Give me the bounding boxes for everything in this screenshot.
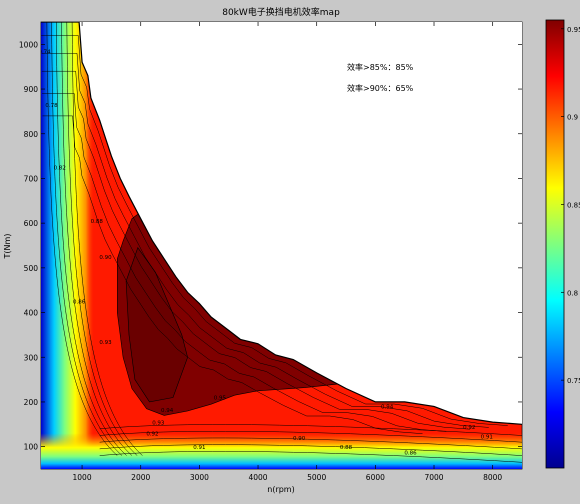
contour-label: 0.91: [481, 435, 493, 441]
contour-label: 0.86: [73, 300, 86, 306]
y-axis-label: T(Nm): [3, 234, 12, 260]
contour-label: 0.78: [45, 103, 58, 109]
annotation-90: 效率>90%：65%: [347, 83, 414, 93]
contour-line-left-2: [56, 22, 127, 456]
max-torque-curve: [41, 22, 522, 425]
contour-line-0: [41, 35, 508, 426]
low-speed-efficiency-band: [41, 22, 94, 469]
contour-line-3: [42, 93, 447, 432]
contour-line-low-1: [99, 444, 522, 456]
contour-lines: [41, 22, 522, 463]
x-axis-label: n(rpm): [267, 485, 294, 494]
contour-line-low-2: [99, 437, 522, 450]
contour-line-1: [41, 53, 489, 428]
y-tick-label: 1000: [19, 40, 38, 49]
colorbar-tick-label: 0.95: [567, 26, 580, 34]
y-tick-label: 800: [24, 130, 39, 139]
y-tick-label: 200: [24, 398, 39, 407]
contour-label: 0.86: [404, 451, 417, 457]
contour-line-left-4: [66, 22, 138, 456]
contour-label: 0.74: [38, 49, 51, 55]
contour-label: 0.95: [214, 396, 227, 402]
x-tick-label: 6000: [366, 473, 385, 482]
contour-label: 0.92: [463, 425, 475, 431]
contour-label: 0.91: [193, 445, 205, 451]
contour-line-low-4: [99, 424, 522, 436]
contour-label: 0.90: [99, 255, 112, 261]
colorbar: [545, 19, 565, 469]
annotation-85: 效率>85%：85%: [347, 62, 414, 72]
contour-line-left-5: [71, 22, 143, 456]
contour-label: 0.94: [381, 405, 394, 411]
colorbar-tick-label: 0.8: [567, 289, 578, 297]
contour-label: 0.90: [293, 436, 306, 442]
outside-operating-region: [41, 22, 522, 425]
colorbar-tick-label: 0.9: [567, 114, 578, 122]
x-tick-label: 8000: [483, 473, 502, 482]
contour-label: 0.82: [54, 166, 66, 172]
y-tick-label: 500: [24, 264, 39, 273]
contour-label: 0.94: [161, 408, 174, 414]
y-tick-label: 400: [24, 309, 39, 318]
efficiency-heatmap: 0.95 0.94 0.93 0.92 0.91 0.90 0.88 0.86 0.94 0.92…: [38, 22, 522, 469]
x-tick-label: 3000: [190, 473, 209, 482]
colorbar-ticks: 0.75 0.8 0.85 0.9 0.95: [561, 26, 580, 385]
y-tick-label: 300: [24, 353, 39, 362]
x-tick-label: 7000: [424, 473, 443, 482]
x-tick-label: 4000: [248, 473, 267, 482]
y-tick-label: 100: [24, 443, 39, 452]
contour-line-left-0: [46, 22, 118, 456]
contour-label: 0.93: [152, 420, 165, 426]
contour-label: 0.92: [146, 431, 158, 437]
contour-label: 0.88: [91, 219, 104, 225]
colorbar-tick-label: 0.75: [567, 377, 580, 385]
contour-line-low-0: [99, 451, 522, 463]
chart-title: 80kW电子换挡电机效率map: [222, 6, 340, 18]
colorbar-tick-label: 0.85: [567, 201, 580, 209]
contour-label: 0.88: [340, 445, 353, 451]
x-tick-label: 1000: [73, 473, 92, 482]
contour-line-left-1: [51, 22, 123, 456]
y-tick-label: 700: [24, 174, 39, 183]
contour-line-left-3: [61, 22, 133, 456]
contour-line-4: [42, 115, 423, 434]
contour-line-2: [41, 70, 470, 430]
contour-labels: 0.95 0.94 0.93 0.92 0.91 0.90 0.88 0.86 0.94 0.92…: [38, 49, 493, 457]
x-tick-label: 5000: [307, 473, 326, 482]
y-tick-label: 600: [24, 219, 39, 228]
x-tick-label: 2000: [131, 473, 150, 482]
y-tick-label: 900: [24, 85, 39, 94]
contour-label: 0.93: [99, 340, 112, 346]
x-axis: 1000 2000 3000 4000 5000 6000 7000 8000: [73, 22, 502, 482]
contour-line-low-3: [99, 431, 522, 443]
y-axis: 100 200 300 400 500 600 700 800 900 1000: [19, 40, 522, 452]
